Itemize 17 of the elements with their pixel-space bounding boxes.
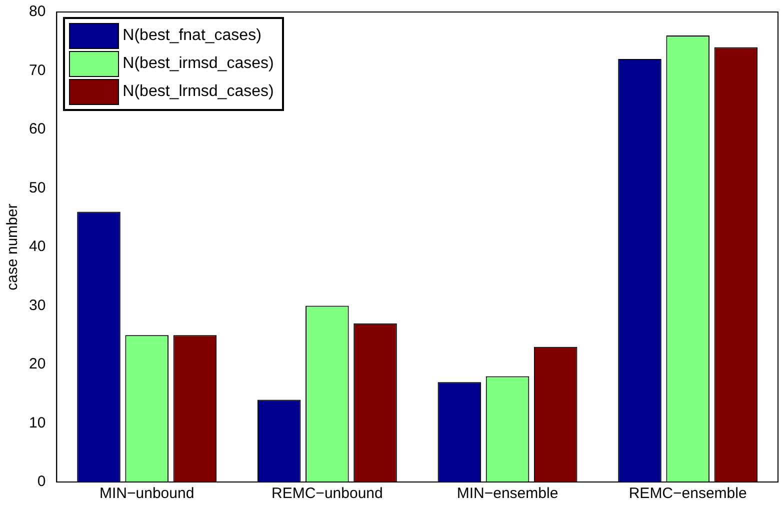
y-tick-label: 0 xyxy=(37,473,46,490)
y-tick-label: 10 xyxy=(28,414,46,432)
y-tick-label: 50 xyxy=(28,179,46,196)
legend-label: N(best_lrmsd_cases) xyxy=(122,83,274,101)
y-tick-label: 60 xyxy=(28,120,46,138)
y-tick-label: 20 xyxy=(28,356,46,373)
x-tick-label: REMC−unbound xyxy=(272,485,383,502)
x-tick-label: REMC−ensemble xyxy=(628,485,747,502)
x-tick-label: MIN−unbound xyxy=(100,485,194,502)
y-tick-label: 70 xyxy=(28,62,46,79)
y-tick-label: 30 xyxy=(28,296,46,314)
y-axis-title: case number xyxy=(4,204,22,290)
y-tick-label: 80 xyxy=(28,3,46,20)
legend-label: N(best_irmsd_cases) xyxy=(122,55,274,73)
legend-label: N(best_fnat_cases) xyxy=(122,27,262,45)
x-tick-label: MIN−ensemble xyxy=(456,485,558,502)
y-tick-label: 40 xyxy=(28,238,46,256)
